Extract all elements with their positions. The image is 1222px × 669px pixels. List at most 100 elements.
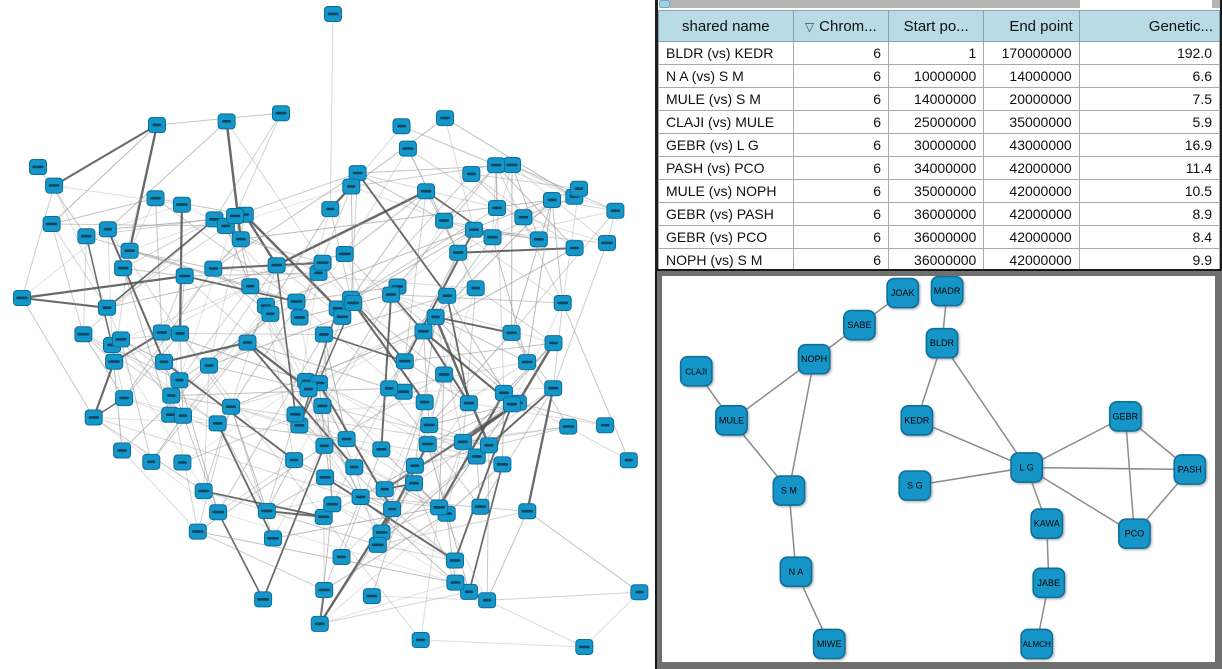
- network-node[interactable]: [518, 354, 537, 371]
- network-node[interactable]: [238, 334, 257, 351]
- network-node[interactable]: [414, 323, 433, 340]
- network-node[interactable]: [316, 469, 335, 486]
- network-node[interactable]: [254, 591, 273, 608]
- network-node[interactable]: [152, 324, 171, 341]
- network-edge[interactable]: [92, 361, 116, 418]
- network-node[interactable]: [112, 331, 130, 348]
- network-edge[interactable]: [583, 591, 640, 648]
- table-cell[interactable]: 1: [887, 41, 985, 65]
- network-node[interactable]: [45, 177, 64, 194]
- network-edge[interactable]: [404, 191, 427, 362]
- network-edge[interactable]: [476, 456, 481, 507]
- table-cell[interactable]: 25000000: [887, 110, 985, 134]
- network-edge[interactable]: [318, 382, 355, 468]
- network-node[interactable]: [372, 441, 391, 458]
- network-edge[interactable]: [420, 507, 440, 641]
- network-edge[interactable]: [266, 476, 326, 512]
- table-cell[interactable]: 6: [792, 87, 889, 111]
- network-node[interactable]: [446, 552, 464, 569]
- network-node[interactable]: [483, 229, 502, 246]
- network-edge[interactable]: [161, 285, 251, 333]
- table-cell[interactable]: 6: [792, 179, 889, 203]
- table-cell[interactable]: 8.4: [1078, 225, 1221, 249]
- network-edge[interactable]: [51, 223, 108, 309]
- table-cell[interactable]: BLDR (vs) KEDR: [658, 41, 794, 65]
- network-edge[interactable]: [250, 272, 319, 287]
- network-node[interactable]: [287, 293, 306, 310]
- network-edge-l-g-pash[interactable]: [1026, 466, 1190, 471]
- table-cell[interactable]: GEBR (vs) PCO: [658, 225, 794, 249]
- network-node[interactable]: [395, 353, 414, 370]
- network-edge[interactable]: [351, 117, 446, 187]
- network-edge[interactable]: [390, 294, 519, 404]
- network-edge[interactable]: [107, 121, 227, 230]
- network-node[interactable]: [420, 417, 439, 433]
- network-edge[interactable]: [434, 316, 491, 446]
- network-node[interactable]: [459, 395, 478, 412]
- network-node[interactable]: [518, 503, 537, 520]
- network-edge[interactable]: [240, 238, 323, 264]
- network-edge[interactable]: [495, 164, 575, 249]
- network-node[interactable]: [173, 454, 192, 471]
- main-network-panel[interactable]: [0, 0, 655, 669]
- network-edge[interactable]: [551, 199, 616, 212]
- network-edge[interactable]: [266, 459, 295, 512]
- table-cell[interactable]: 34000000: [887, 156, 985, 180]
- network-node[interactable]: [436, 110, 454, 127]
- network-edge[interactable]: [178, 215, 236, 381]
- network-node[interactable]: [478, 592, 497, 609]
- network-node[interactable]: [170, 372, 189, 389]
- network-node[interactable]: [570, 180, 588, 197]
- network-edge[interactable]: [352, 302, 426, 403]
- network-node[interactable]: [285, 452, 304, 469]
- network-node[interactable]: [74, 326, 93, 343]
- network-edge[interactable]: [179, 333, 324, 335]
- network-edge[interactable]: [435, 316, 528, 363]
- network-edge[interactable]: [129, 218, 215, 252]
- table-row[interactable]: PASH (vs) PCO 6 34000000 42000000 11.4: [658, 156, 1221, 180]
- table-cell[interactable]: 192.0: [1078, 41, 1221, 65]
- network-edge[interactable]: [122, 218, 215, 269]
- network-edge[interactable]: [266, 510, 378, 546]
- network-node[interactable]: [98, 221, 117, 238]
- network-edge[interactable]: [438, 374, 445, 508]
- network-edge-s-g-l-g[interactable]: [914, 466, 1027, 487]
- network-edge[interactable]: [332, 503, 456, 584]
- network-edge[interactable]: [217, 423, 268, 512]
- network-node-noph[interactable]: NOPH: [797, 343, 831, 375]
- network-edge[interactable]: [53, 124, 158, 187]
- network-edge[interactable]: [51, 197, 156, 225]
- network-edge[interactable]: [446, 216, 524, 297]
- network-node[interactable]: [417, 183, 436, 200]
- network-edge[interactable]: [443, 220, 563, 304]
- table-cell[interactable]: 30000000: [887, 133, 985, 157]
- network-node-kawa[interactable]: KAWA: [1030, 508, 1064, 539]
- network-node[interactable]: [42, 216, 61, 232]
- network-edge[interactable]: [344, 190, 427, 255]
- network-node[interactable]: [502, 324, 521, 341]
- column-header-shared-name[interactable]: shared name: [658, 10, 794, 42]
- network-edge[interactable]: [318, 272, 445, 375]
- network-node[interactable]: [544, 335, 563, 352]
- network-node-joak[interactable]: JOAK: [886, 277, 920, 309]
- network-node[interactable]: [619, 452, 638, 469]
- table-row[interactable]: MULE (vs) S M 6 14000000 20000000 7.5: [658, 87, 1221, 111]
- table-cell[interactable]: PASH (vs) PCO: [658, 156, 794, 180]
- network-edge[interactable]: [423, 247, 575, 332]
- network-edge[interactable]: [350, 186, 354, 304]
- network-node[interactable]: [493, 456, 512, 473]
- network-edge[interactable]: [155, 197, 297, 303]
- table-cell[interactable]: 42000000: [983, 225, 1080, 249]
- network-edge[interactable]: [262, 445, 326, 600]
- network-edge[interactable]: [265, 305, 325, 447]
- network-node[interactable]: [606, 202, 625, 219]
- network-node[interactable]: [315, 582, 334, 598]
- network-edge[interactable]: [420, 639, 585, 648]
- network-edge[interactable]: [390, 294, 528, 363]
- table-cell[interactable]: MULE (vs) S M: [658, 87, 794, 111]
- sort-filter-icon[interactable]: ▽: [804, 19, 815, 34]
- network-edge[interactable]: [243, 213, 339, 310]
- network-node[interactable]: [460, 583, 479, 600]
- network-edge[interactable]: [272, 445, 325, 539]
- network-node-miwe[interactable]: MIWE: [812, 628, 846, 660]
